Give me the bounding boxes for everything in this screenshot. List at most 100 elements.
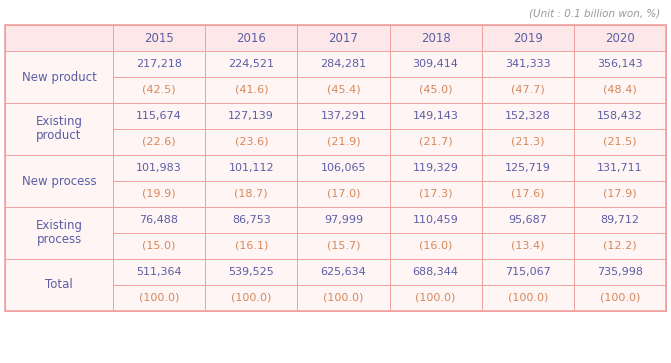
- Text: 341,333: 341,333: [505, 59, 551, 69]
- Bar: [389, 51, 482, 77]
- Text: (12.2): (12.2): [603, 241, 637, 251]
- Bar: [482, 25, 574, 51]
- Bar: [205, 25, 297, 51]
- Text: (Unit : 0.1 billion won, %): (Unit : 0.1 billion won, %): [529, 8, 660, 18]
- Bar: [482, 285, 574, 311]
- Bar: [205, 233, 297, 259]
- Bar: [113, 129, 205, 155]
- Bar: [574, 51, 666, 77]
- Bar: [297, 155, 389, 181]
- Text: 137,291: 137,291: [321, 111, 366, 121]
- Text: 97,999: 97,999: [324, 215, 363, 225]
- Bar: [482, 207, 574, 233]
- Bar: [574, 181, 666, 207]
- Text: 2018: 2018: [421, 32, 450, 45]
- Bar: [482, 259, 574, 285]
- Text: (17.3): (17.3): [419, 189, 452, 199]
- Text: 715,067: 715,067: [505, 267, 551, 277]
- Bar: [297, 285, 389, 311]
- Bar: [113, 155, 205, 181]
- Text: (45.4): (45.4): [327, 85, 360, 95]
- Text: process: process: [36, 233, 82, 246]
- Text: 511,364: 511,364: [136, 267, 182, 277]
- Bar: [574, 103, 666, 129]
- Bar: [5, 25, 113, 51]
- Text: product: product: [36, 130, 82, 143]
- Text: 127,139: 127,139: [228, 111, 274, 121]
- Text: 309,414: 309,414: [413, 59, 458, 69]
- Text: (17.0): (17.0): [327, 189, 360, 199]
- Text: (100.0): (100.0): [600, 293, 640, 303]
- Text: 89,712: 89,712: [601, 215, 639, 225]
- Bar: [205, 259, 297, 285]
- Text: Existing: Existing: [36, 220, 83, 232]
- Bar: [482, 129, 574, 155]
- Bar: [574, 77, 666, 103]
- Text: 101,983: 101,983: [136, 163, 182, 173]
- Bar: [113, 77, 205, 103]
- Text: New process: New process: [21, 175, 97, 188]
- Text: (15.7): (15.7): [327, 241, 360, 251]
- Text: (21.9): (21.9): [327, 137, 360, 147]
- Text: 131,711: 131,711: [597, 163, 643, 173]
- Text: 149,143: 149,143: [413, 111, 458, 121]
- Text: (18.7): (18.7): [234, 189, 268, 199]
- Text: 2019: 2019: [513, 32, 543, 45]
- Text: (19.9): (19.9): [142, 189, 176, 199]
- Bar: [389, 155, 482, 181]
- Text: 224,521: 224,521: [228, 59, 274, 69]
- Bar: [574, 233, 666, 259]
- Bar: [482, 233, 574, 259]
- Bar: [297, 77, 389, 103]
- Text: Total: Total: [45, 278, 73, 291]
- Bar: [389, 25, 482, 51]
- Text: 76,488: 76,488: [140, 215, 178, 225]
- Text: (45.0): (45.0): [419, 85, 452, 95]
- Bar: [389, 103, 482, 129]
- Bar: [389, 233, 482, 259]
- Text: 735,998: 735,998: [597, 267, 643, 277]
- Text: 110,459: 110,459: [413, 215, 458, 225]
- Bar: [482, 77, 574, 103]
- Bar: [205, 51, 297, 77]
- Bar: [205, 103, 297, 129]
- Bar: [205, 181, 297, 207]
- Bar: [297, 233, 389, 259]
- Bar: [297, 51, 389, 77]
- Bar: [113, 233, 205, 259]
- Text: 356,143: 356,143: [597, 59, 643, 69]
- Bar: [205, 155, 297, 181]
- Text: 2015: 2015: [144, 32, 174, 45]
- Bar: [113, 103, 205, 129]
- Text: (22.6): (22.6): [142, 137, 176, 147]
- Bar: [205, 285, 297, 311]
- Text: 284,281: 284,281: [320, 59, 366, 69]
- Bar: [389, 259, 482, 285]
- Bar: [113, 51, 205, 77]
- Bar: [205, 129, 297, 155]
- Bar: [389, 207, 482, 233]
- Bar: [297, 103, 389, 129]
- Text: (13.4): (13.4): [511, 241, 544, 251]
- Text: (100.0): (100.0): [507, 293, 548, 303]
- Text: (17.6): (17.6): [511, 189, 544, 199]
- Text: (17.9): (17.9): [603, 189, 637, 199]
- Text: (100.0): (100.0): [323, 293, 364, 303]
- Text: (21.3): (21.3): [511, 137, 544, 147]
- Text: 125,719: 125,719: [505, 163, 551, 173]
- Text: 217,218: 217,218: [136, 59, 182, 69]
- Text: 2017: 2017: [329, 32, 358, 45]
- Bar: [5, 207, 113, 259]
- Bar: [389, 181, 482, 207]
- Bar: [5, 25, 666, 311]
- Bar: [574, 285, 666, 311]
- Text: (42.5): (42.5): [142, 85, 176, 95]
- Text: (16.1): (16.1): [235, 241, 268, 251]
- Text: 688,344: 688,344: [413, 267, 458, 277]
- Text: (41.6): (41.6): [234, 85, 268, 95]
- Text: 106,065: 106,065: [321, 163, 366, 173]
- Text: Existing: Existing: [36, 115, 83, 129]
- Text: (21.5): (21.5): [603, 137, 637, 147]
- Bar: [113, 181, 205, 207]
- Text: (23.6): (23.6): [234, 137, 268, 147]
